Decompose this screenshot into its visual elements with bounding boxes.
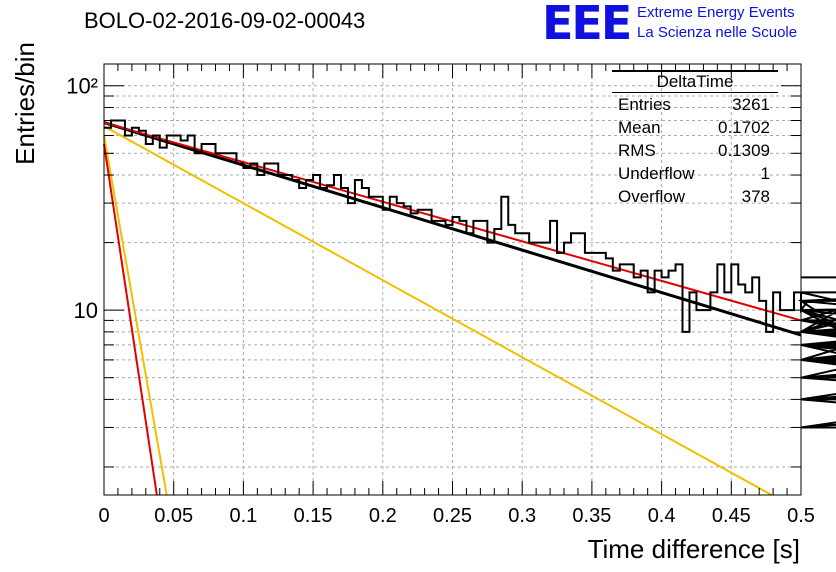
x-tick-label: 0.1: [229, 505, 257, 527]
eee-logo: EEE: [542, 0, 632, 50]
logo-caption-line1: Extreme Energy Events: [637, 4, 795, 21]
x-tick-label: 0: [98, 505, 109, 527]
axes: [103, 63, 802, 496]
stats-rows: Entries 3261 Mean 0.1702 RMS 0.1309 Underflow 1…: [612, 93, 778, 208]
stats-row: RMS 0.1309: [612, 139, 778, 162]
logo-caption-line2: La Scienza nelle Scuole: [637, 24, 798, 41]
chart-title: BOLO-02-2016-09-02-00043: [84, 8, 366, 33]
stats-row: Entries 3261: [612, 93, 778, 116]
x-tick-label: 0.2: [369, 505, 397, 527]
grid-lines: [104, 64, 801, 495]
stats-value: 0.1702: [718, 118, 770, 137]
y-tick-labels: 10 10²: [66, 74, 98, 323]
stats-value: 3261: [732, 95, 770, 114]
stats-row: Overflow 378: [612, 185, 778, 208]
x-axis-label: Time difference [s]: [588, 534, 800, 564]
fit-curve-4: [103, 143, 158, 496]
fit-curve-0: [103, 121, 802, 337]
fit-curve-3: [103, 135, 168, 496]
x-tick-label: 0.25: [433, 505, 472, 527]
y-axis-label: Entries/bin: [10, 42, 40, 165]
stats-box: DeltaTime Entries 3261 Mean 0.1702 RMS 0.1309…: [612, 70, 778, 208]
stats-box-title: DeltaTime: [612, 70, 778, 93]
x-tick-label: 0.05: [154, 505, 193, 527]
stats-label: Underflow: [618, 164, 695, 183]
x-tick-label: 0.3: [508, 505, 536, 527]
x-tick-labels: 0 0.05 0.1 0.15 0.2 0.25 0.3 0.35 0.4 0.45 0.5: [98, 505, 814, 527]
stats-value: 1: [760, 164, 770, 183]
x-tick-label: 0.45: [712, 505, 751, 527]
y-tick-label: 10²: [66, 74, 98, 99]
stats-label: Entries: [618, 95, 671, 114]
stats-label: RMS: [618, 141, 656, 160]
stats-label: Overflow: [618, 187, 686, 206]
fit-curve-2: [103, 125, 773, 496]
y-tick-label: 10: [74, 298, 98, 323]
stats-label: Mean: [618, 118, 661, 137]
x-tick-label: 0.5: [787, 505, 815, 527]
stats-value: 378: [741, 187, 770, 206]
stats-row: Underflow 1: [612, 162, 778, 185]
stats-row: Mean 0.1702: [612, 116, 778, 139]
x-tick-label: 0.4: [648, 505, 676, 527]
x-tick-label: 0.35: [572, 505, 611, 527]
stats-value: 0.1309: [718, 141, 770, 160]
x-tick-label: 0.15: [294, 505, 333, 527]
